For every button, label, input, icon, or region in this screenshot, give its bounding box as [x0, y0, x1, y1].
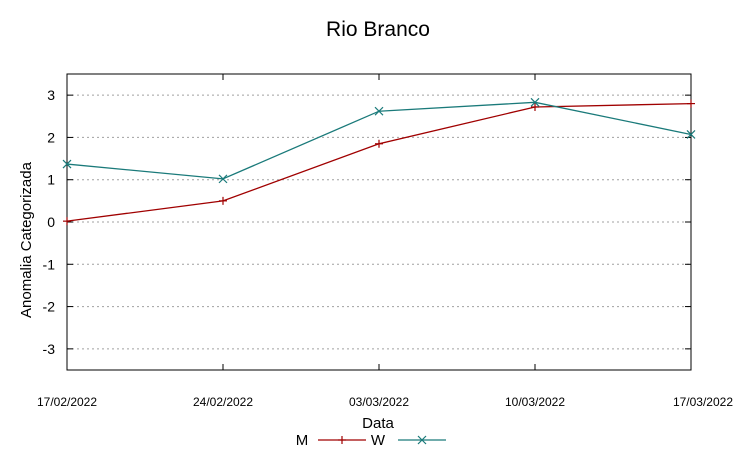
data-point	[62, 159, 72, 169]
data-point	[686, 130, 696, 139]
data-point	[374, 106, 384, 116]
y-tick-label: 1	[47, 172, 55, 188]
y-tick-label: -3	[43, 341, 56, 357]
y-tick-label: 0	[47, 214, 55, 230]
marker-stroke	[530, 97, 540, 107]
x-tick-label: 03/03/2022	[349, 395, 409, 409]
chart-title: Rio Branco	[326, 18, 430, 41]
data-point	[63, 217, 71, 226]
x-tick-label: 24/02/2022	[193, 395, 253, 409]
plus-marker	[338, 436, 346, 444]
marker-stroke	[686, 130, 696, 139]
x-axis-label: Data	[362, 415, 394, 432]
marker-stroke	[218, 174, 228, 184]
marker-stroke	[62, 159, 72, 169]
data-point	[375, 139, 383, 148]
cross-marker	[417, 435, 427, 445]
y-tick-label: -2	[43, 299, 56, 315]
y-ticks: -3 -2 -1 0 1 2 3	[43, 87, 691, 357]
x-tick-label: 17/03/2022	[673, 395, 733, 409]
series-M	[63, 99, 695, 226]
x-tick-label: 17/02/2022	[37, 395, 97, 409]
data-point	[531, 102, 539, 111]
x-ticks: 17/02/2022 24/02/2022 03/03/2022 10/03/2022…	[37, 74, 733, 409]
series-W	[62, 97, 696, 184]
y-axis-label: Anomalia Categorizada	[18, 161, 35, 318]
y-tick-label: 3	[47, 87, 55, 103]
x-tick-label: 10/03/2022	[505, 395, 565, 409]
y-tick-label: -1	[43, 256, 56, 272]
data-point	[219, 196, 227, 205]
grid-layer	[67, 94, 691, 350]
data-point	[530, 97, 540, 107]
series-layer	[62, 97, 696, 226]
legend-label: M	[296, 432, 309, 449]
series-line	[66, 102, 692, 222]
marker-stroke	[374, 106, 384, 116]
legend-label: W	[371, 432, 386, 449]
data-point	[687, 99, 695, 108]
data-point	[218, 174, 228, 184]
marker-stroke	[417, 435, 427, 445]
y-tick-label: 2	[47, 129, 55, 145]
